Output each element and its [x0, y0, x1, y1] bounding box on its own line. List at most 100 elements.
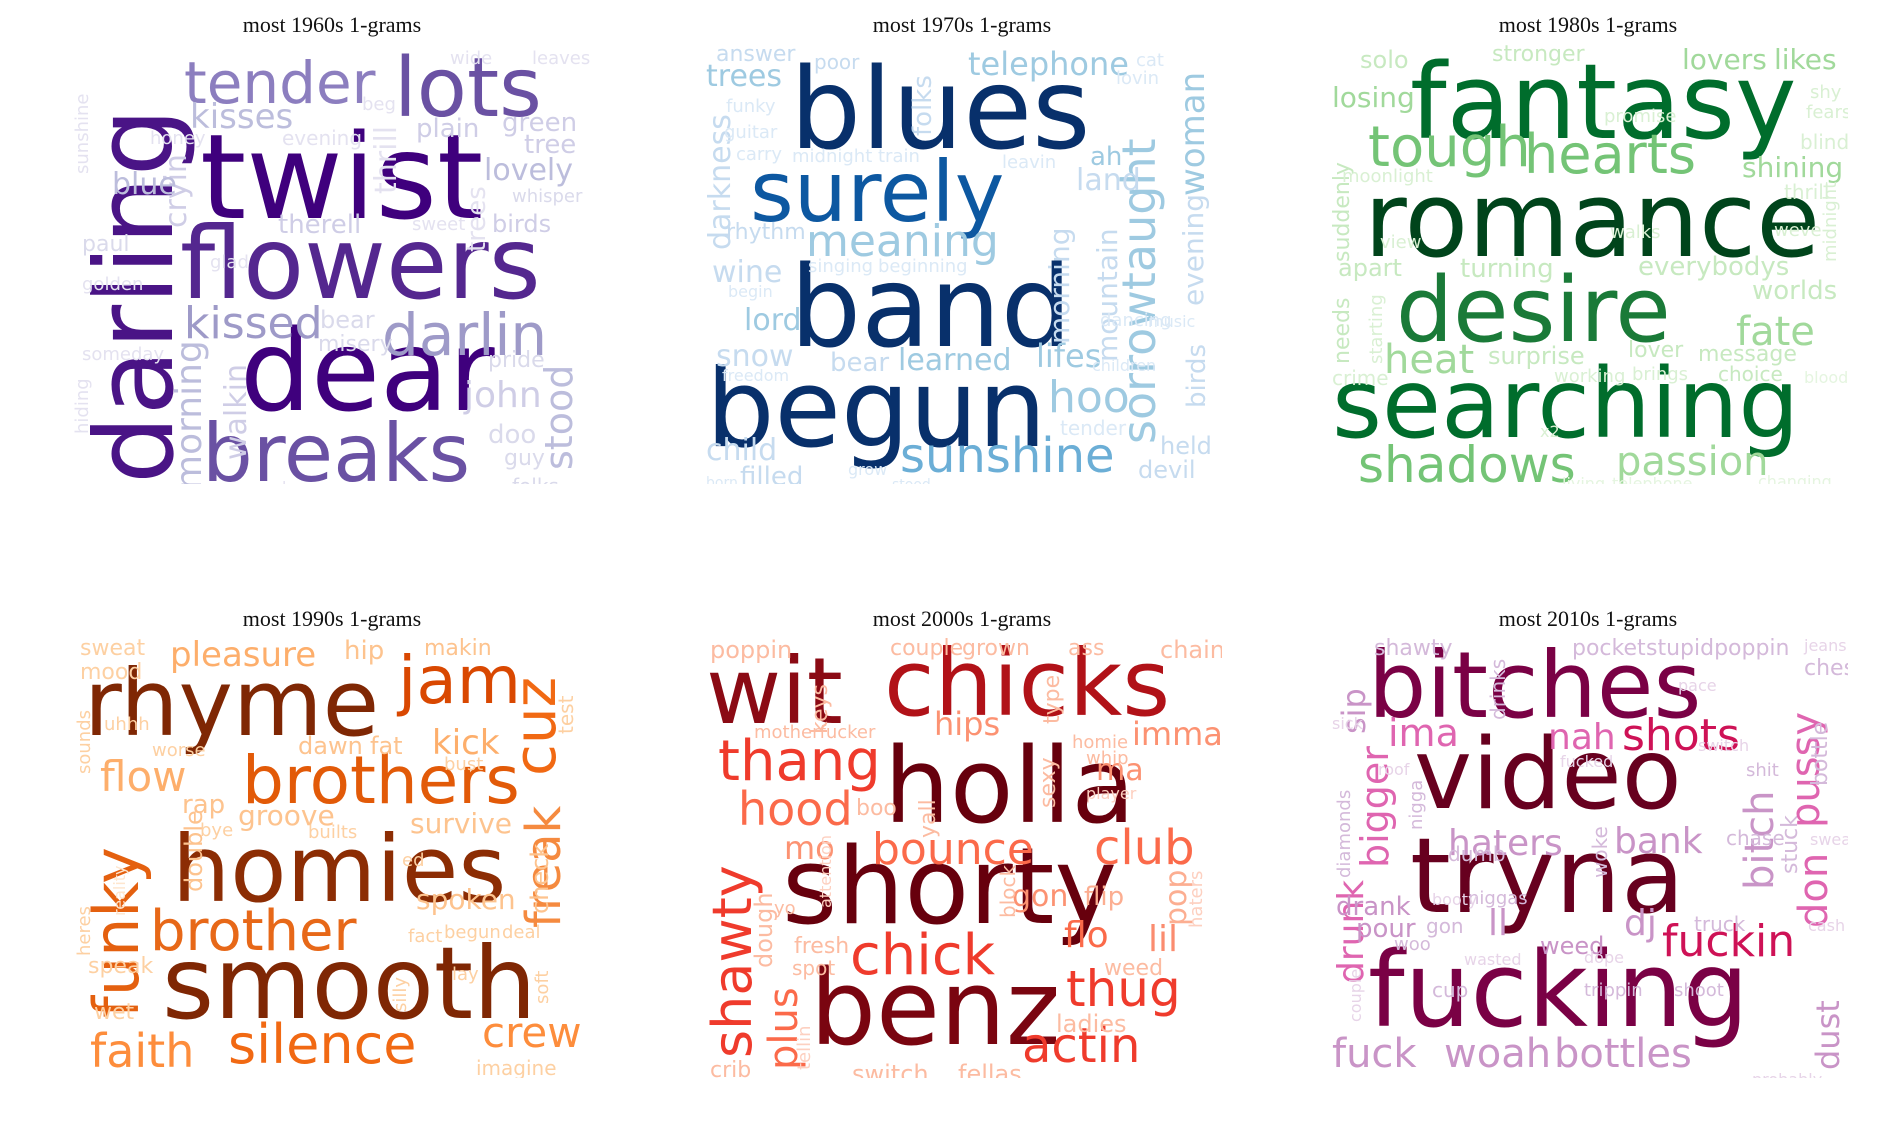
cloud-word: wide [450, 48, 493, 69]
cloud-word: midnight [1820, 181, 1841, 262]
cloud-word: bottles [1554, 1031, 1692, 1077]
cloud-word: misery [318, 332, 393, 357]
cloud-word: starting [1366, 294, 1387, 364]
cloud-word: golden [82, 274, 144, 295]
cloud-word: blood [1804, 368, 1848, 387]
cloud-word: darlin [382, 301, 548, 369]
cloud-word: bust [444, 754, 484, 775]
panel-title: most 2010s 1-grams [1498, 606, 1678, 631]
cloud-word: john [464, 375, 542, 416]
cloud-word: leavin [1002, 152, 1057, 173]
cloud-word: lil [1148, 919, 1179, 960]
cloud-word: shy [1810, 82, 1842, 103]
cloud-word: needs [1330, 297, 1355, 364]
wordcloud-panel: most 1970s 1-grams blues surely band begun su… [702, 4, 1222, 484]
cloud-word: shots [1622, 710, 1740, 761]
cloud-word: child [706, 433, 778, 468]
panel-title: most 1990s 1-grams [242, 606, 422, 631]
cloud-word: ima [1388, 711, 1459, 755]
cloud-word: stupidpoppin [1646, 638, 1790, 661]
cloud-word: learned [898, 343, 1012, 378]
cloud-word: begin [728, 282, 773, 301]
cloud-word: sexy [1036, 757, 1061, 808]
cloud-word: nah [1548, 717, 1616, 758]
cloud-word: chest [1804, 656, 1848, 681]
cloud-word: chicks [884, 638, 1171, 737]
cloud-word: surprise [1488, 342, 1585, 370]
cloud-word: lay [452, 964, 479, 985]
cloud-word: fellas [958, 1060, 1022, 1078]
cloud-word: lord [744, 303, 802, 338]
cloud-word: woo [1394, 934, 1431, 955]
cloud-word: stood [892, 478, 931, 484]
cloud-word: silly [390, 976, 411, 1012]
cloud-word: poor [814, 50, 860, 74]
word-cloud: wit chicks holla shorty benz thang hood bounce c… [702, 638, 1222, 1078]
cloud-word: lots [394, 44, 542, 136]
panel-title: most 1970s 1-grams [872, 12, 1052, 37]
cloud-word: tender [1060, 416, 1127, 440]
cloud-word: thug [1066, 960, 1181, 1018]
cloud-word: booty [1432, 890, 1478, 909]
panel-title: most 1980s 1-grams [1498, 12, 1678, 37]
wordcloud-panel: most 1980s 1-grams fantasy romance desire se… [1328, 4, 1848, 484]
cloud-word: nigga [1406, 779, 1427, 830]
cloud-word: funky [726, 96, 776, 117]
cloud-word: uhhh [104, 714, 150, 735]
cloud-word: wasted [1464, 950, 1522, 969]
cloud-word: shit [1746, 760, 1779, 781]
word-cloud: darling twist flowers dear breaks lots tender d… [72, 44, 592, 485]
cloud-word: test [554, 695, 578, 734]
cloud-word: drank [1336, 892, 1411, 922]
cloud-word: weed [1540, 932, 1605, 960]
cloud-word: actin [1022, 1018, 1141, 1074]
cloud-word: pocket [1572, 638, 1646, 661]
cloud-word: flowers [180, 205, 541, 322]
cloud-word: bottle [1808, 721, 1833, 786]
cloud-word: blues [790, 45, 1091, 175]
word-cloud: fantasy romance desire searching tough hearts… [1328, 44, 1848, 484]
cloud-word: grown [962, 638, 1030, 661]
cloud-word: leaves [532, 48, 591, 69]
cloud-word: couple [1346, 968, 1365, 1022]
cloud-word: wet [94, 1000, 135, 1025]
cloud-word: twist [200, 108, 484, 246]
cloud-word: walks [1610, 222, 1661, 243]
cloud-word: fuckin [1662, 916, 1796, 967]
cloud-word: bounce [872, 824, 1034, 875]
cloud-word: plain [416, 114, 480, 144]
cloud-word: gon [1012, 879, 1069, 914]
cloud-word: flo [1064, 915, 1109, 956]
cloud-word: ah [1090, 142, 1123, 172]
cloud-word: ll [1488, 903, 1509, 944]
cloud-word: dear [240, 307, 495, 437]
cloud-word: evening [282, 126, 363, 150]
cloud-word: x2 [1540, 422, 1560, 441]
cloud-word: jeans [1804, 638, 1847, 655]
cloud-word: mo [784, 829, 835, 867]
word-cloud: bitches video tryna fucking shots nah ima bigge… [1328, 638, 1848, 1078]
cloud-word: glad [210, 252, 249, 273]
wordcloud-panel: most 1960s 1-grams darling twist flowers dea… [72, 4, 592, 484]
cloud-word: rhyme [84, 650, 380, 757]
cloud-word: telephone [968, 45, 1129, 83]
cloud-word: heat [1384, 337, 1475, 383]
cloud-word: gon [1426, 914, 1464, 938]
cloud-word: mood [80, 660, 143, 685]
cloud-word: groove [238, 799, 335, 832]
cloud-word: makin [424, 638, 492, 661]
cloud-word: fat [370, 732, 403, 760]
cloud-word: doo [488, 420, 537, 450]
cloud-word: benz [810, 947, 1061, 1069]
cloud-word: haters [1448, 823, 1563, 864]
cloud-word: carry [736, 144, 783, 165]
cloud-word: telephone [1612, 474, 1693, 485]
cloud-word: blind [1800, 130, 1848, 154]
cloud-word: check [526, 843, 554, 914]
panel-title: most 2000s 1-grams [872, 606, 1052, 631]
cloud-word: woman [1173, 71, 1213, 196]
cloud-word: pride [488, 348, 545, 373]
cloud-word: band [790, 243, 1072, 373]
cloud-word: shining [1742, 151, 1844, 184]
cloud-word: birds [492, 210, 552, 238]
